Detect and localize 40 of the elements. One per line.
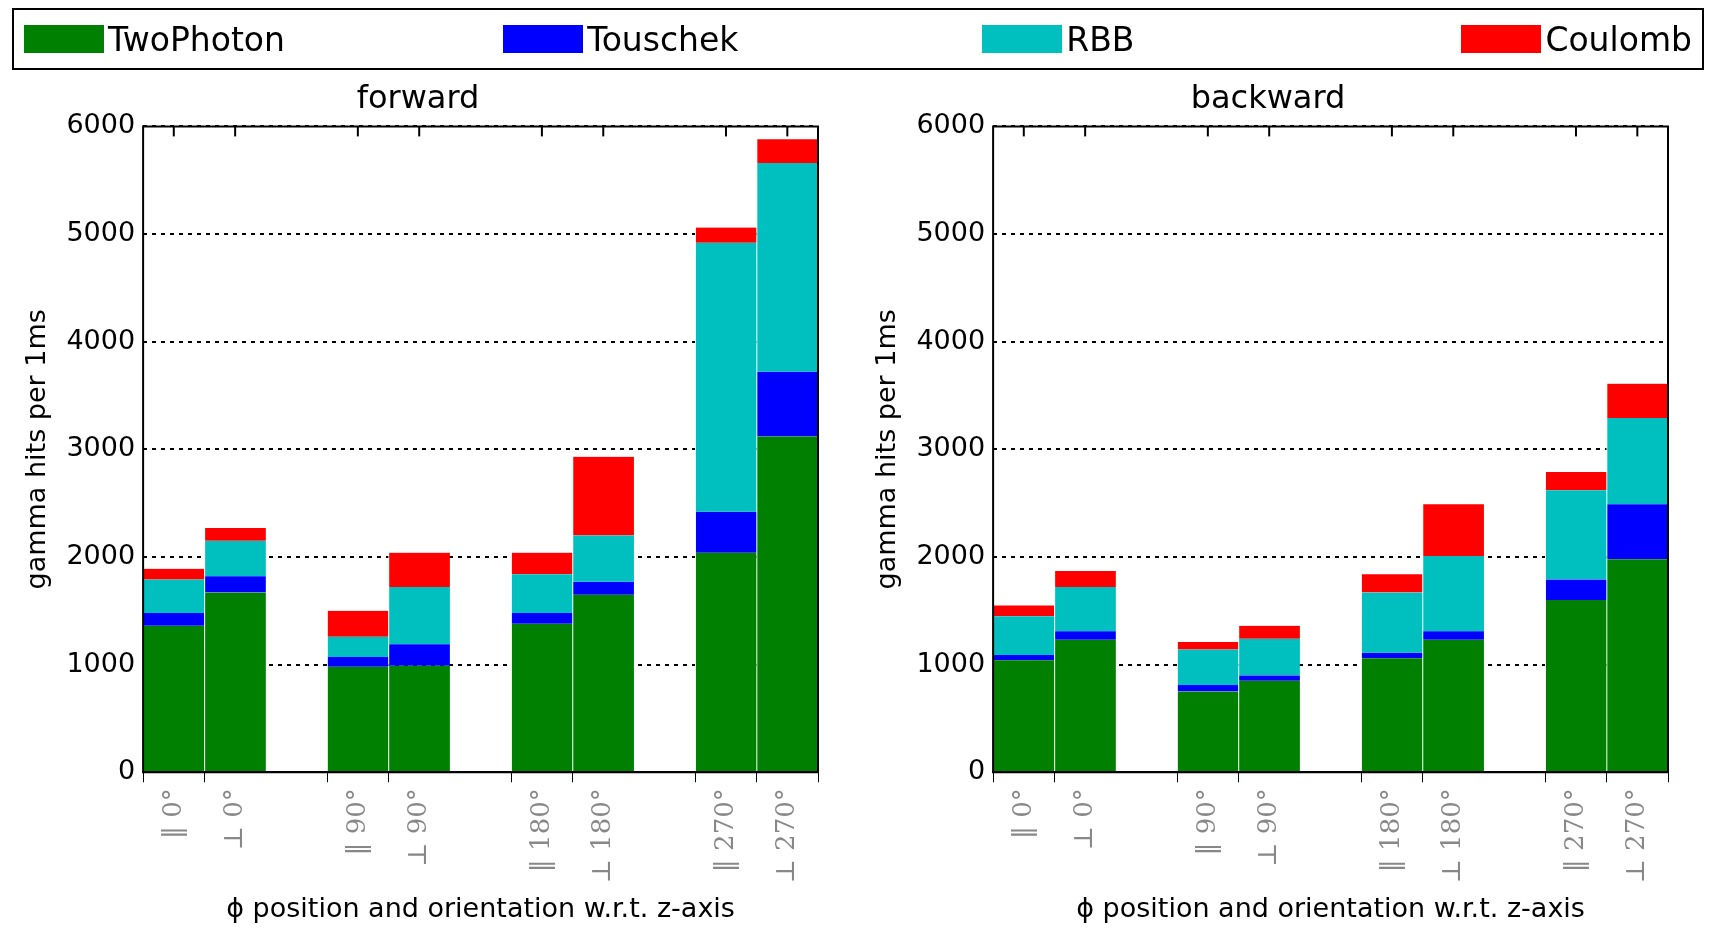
- legend-label: RBB: [1066, 19, 1135, 59]
- legend-label: TwoPhoton: [108, 19, 285, 59]
- x-tick-label: ⊥ 90°: [401, 788, 432, 868]
- x-tick-label: ‖ 90°: [1190, 788, 1221, 856]
- x-tick-label: ‖ 270°: [1558, 788, 1589, 873]
- x-axis-title: ϕ position and orientation w.r.t. z-axis: [226, 891, 735, 923]
- x-tick-label: ⊥ 180°: [586, 788, 617, 884]
- legend-label: Touschek: [587, 19, 739, 59]
- x-axis-title: ϕ position and orientation w.r.t. z-axis: [1076, 891, 1585, 923]
- y-tick-label: 4000: [66, 323, 136, 355]
- y-tick-label: 0: [117, 754, 136, 786]
- x-tick-label: ‖ 90°: [340, 788, 371, 856]
- y-tick-label: 3000: [66, 431, 136, 463]
- y-tick-label: 5000: [916, 216, 986, 248]
- y-tick-label: 3000: [916, 431, 986, 463]
- y-tick-label: 2000: [916, 538, 986, 570]
- x-tick-label: ‖ 0°: [1006, 788, 1037, 840]
- legend-label: Coulomb: [1545, 19, 1692, 59]
- x-tick-label: ⊥ 180°: [1436, 788, 1467, 884]
- y-tick-label: 2000: [66, 538, 136, 570]
- x-tick-label: ⊥ 0°: [217, 788, 248, 851]
- y-axis-title: gamma hits per 1ms: [870, 309, 902, 590]
- x-tick-label: ‖ 180°: [1374, 788, 1405, 873]
- x-tick-label: ⊥ 90°: [1251, 788, 1282, 868]
- chart-title: forward: [356, 77, 480, 116]
- x-tick-label: ‖ 0°: [156, 788, 187, 840]
- chart-title: backward: [1190, 77, 1346, 116]
- x-tick-label: ⊥ 270°: [770, 788, 801, 884]
- x-tick-label: ⊥ 270°: [1620, 788, 1651, 884]
- y-tick-label: 5000: [66, 216, 136, 248]
- y-tick-label: 6000: [66, 108, 136, 140]
- y-tick-label: 6000: [916, 108, 986, 140]
- y-axis-title: gamma hits per 1ms: [20, 309, 52, 590]
- y-tick-label: 4000: [916, 323, 986, 355]
- x-tick-label: ⊥ 0°: [1067, 788, 1098, 851]
- x-tick-label: ‖ 270°: [708, 788, 739, 873]
- y-tick-label: 0: [967, 754, 986, 786]
- y-tick-label: 1000: [916, 646, 986, 678]
- x-tick-label: ‖ 180°: [524, 788, 555, 873]
- y-tick-label: 1000: [66, 646, 136, 678]
